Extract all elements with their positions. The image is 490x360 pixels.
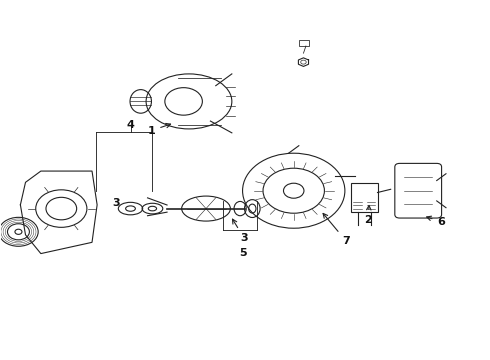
Bar xyxy=(351,183,377,212)
Text: 7: 7 xyxy=(323,213,350,246)
Text: 3: 3 xyxy=(112,198,120,208)
Bar xyxy=(298,40,309,46)
Text: 6: 6 xyxy=(427,216,445,227)
Text: 3: 3 xyxy=(232,219,248,243)
Text: 2: 2 xyxy=(365,206,372,225)
Text: 5: 5 xyxy=(239,248,246,258)
Text: 4: 4 xyxy=(126,120,134,130)
Text: 1: 1 xyxy=(147,123,171,136)
